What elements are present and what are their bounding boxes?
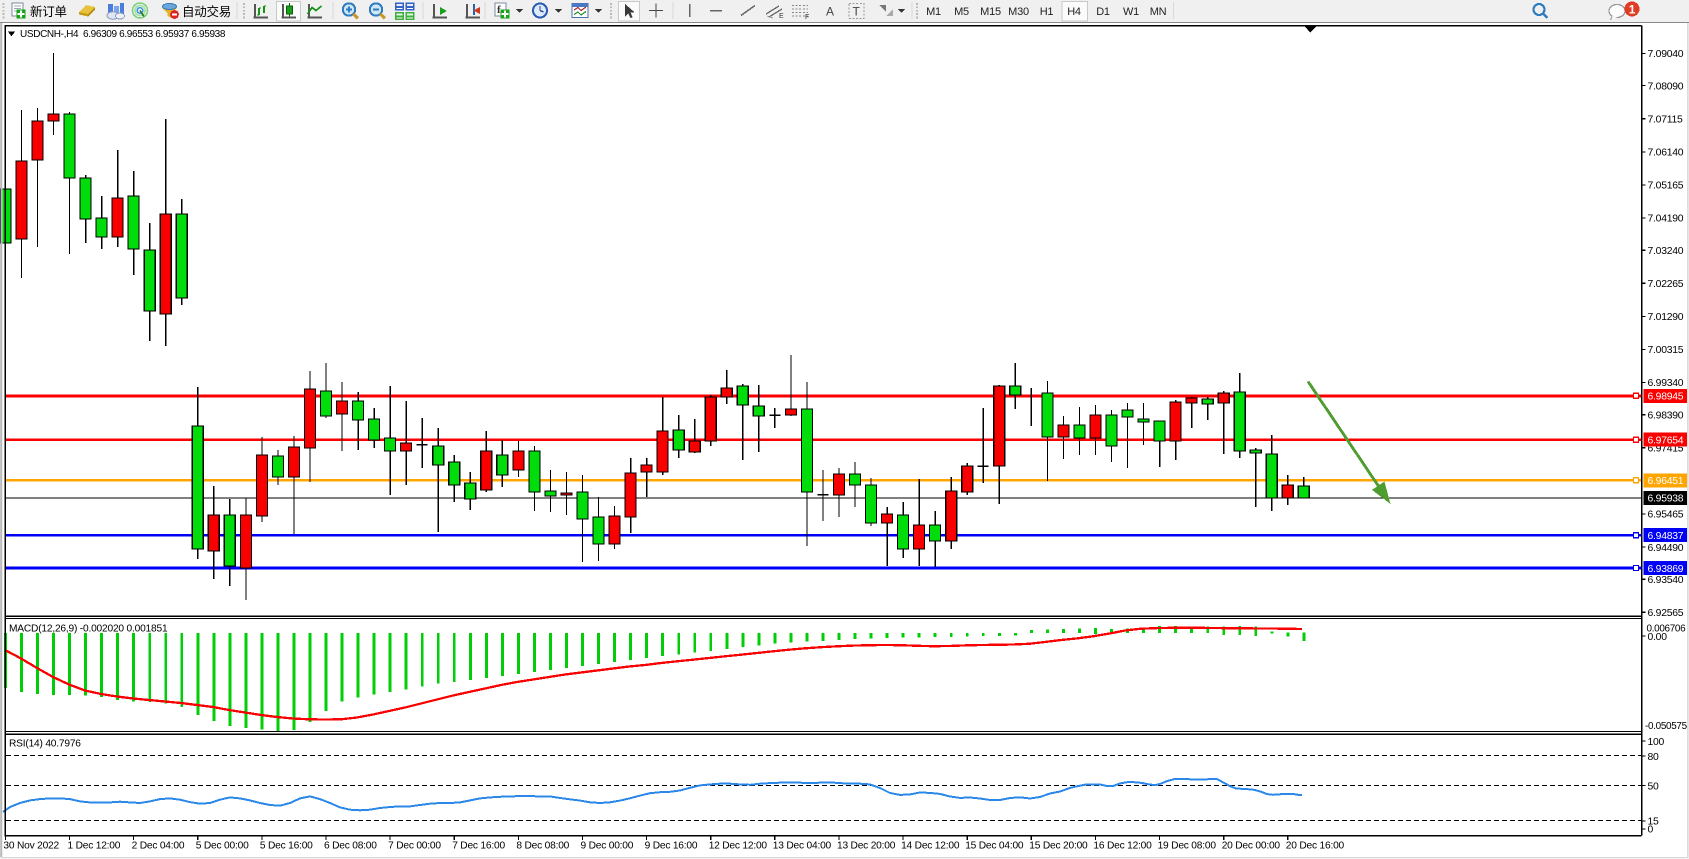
svg-text:80: 80 (1648, 752, 1660, 763)
svg-text:7.09040: 7.09040 (1648, 49, 1684, 60)
svg-text:9 Dec 16:00: 9 Dec 16:00 (645, 840, 698, 851)
svg-text:15 Dec 20:00: 15 Dec 20:00 (1029, 840, 1088, 851)
svg-text:7.07115: 7.07115 (1648, 115, 1684, 126)
svg-text:6.96451: 6.96451 (1648, 476, 1684, 487)
svg-text:H1: H1 (1040, 6, 1054, 18)
svg-text:13 Dec 04:00: 13 Dec 04:00 (773, 840, 832, 851)
svg-text:7.05165: 7.05165 (1648, 181, 1684, 192)
svg-text:15: 15 (1648, 817, 1660, 828)
svg-text:6.98390: 6.98390 (1648, 411, 1684, 422)
svg-text:6.99340: 6.99340 (1648, 378, 1684, 389)
svg-text:6.94490: 6.94490 (1648, 543, 1684, 554)
svg-text:D1: D1 (1096, 6, 1110, 18)
svg-text:7.01290: 7.01290 (1648, 312, 1684, 323)
svg-text:2 Dec 04:00: 2 Dec 04:00 (132, 840, 185, 851)
svg-text:6.95465: 6.95465 (1648, 510, 1684, 521)
svg-text:13 Dec 20:00: 13 Dec 20:00 (837, 840, 896, 851)
svg-text:7.00315: 7.00315 (1648, 345, 1684, 356)
svg-text:16 Dec 12:00: 16 Dec 12:00 (1093, 840, 1152, 851)
svg-text:H4: H4 (1067, 6, 1081, 18)
svg-text:M1: M1 (926, 6, 941, 18)
svg-text:RSI(14) 40.7976: RSI(14) 40.7976 (9, 738, 81, 749)
svg-text:30 Nov 2022: 30 Nov 2022 (3, 840, 59, 851)
svg-text:M5: M5 (954, 6, 969, 18)
svg-text:新订单: 新订单 (30, 4, 67, 19)
svg-text:7.08090: 7.08090 (1648, 81, 1684, 92)
svg-text:6.97415: 6.97415 (1648, 444, 1684, 455)
svg-text:7.02265: 7.02265 (1648, 279, 1684, 290)
svg-text:14 Dec 12:00: 14 Dec 12:00 (901, 840, 960, 851)
svg-text:A: A (826, 5, 834, 19)
svg-text:6 Dec 08:00: 6 Dec 08:00 (324, 840, 377, 851)
svg-text:12 Dec 12:00: 12 Dec 12:00 (709, 840, 768, 851)
svg-text:100: 100 (1648, 737, 1665, 748)
svg-text:5 Dec 00:00: 5 Dec 00:00 (196, 840, 249, 851)
svg-text:6.92565: 6.92565 (1648, 608, 1684, 619)
svg-text:19 Dec 08:00: 19 Dec 08:00 (1158, 840, 1217, 851)
svg-text:50: 50 (1648, 781, 1660, 792)
svg-text:7 Dec 16:00: 7 Dec 16:00 (452, 840, 505, 851)
svg-text:9 Dec 00:00: 9 Dec 00:00 (581, 840, 634, 851)
svg-text:7.06140: 7.06140 (1648, 148, 1684, 159)
svg-text:-0.050575: -0.050575 (1645, 721, 1688, 732)
svg-text:6.93869: 6.93869 (1648, 564, 1684, 575)
svg-text:MACD(12,26,9) -0.002020 0.0018: MACD(12,26,9) -0.002020 0.001851 (9, 623, 168, 634)
svg-text:E: E (779, 13, 784, 20)
svg-text:MN: MN (1150, 6, 1167, 18)
svg-text:0.00: 0.00 (1648, 632, 1668, 643)
svg-text:M15: M15 (980, 6, 1001, 18)
svg-text:20 Dec 00:00: 20 Dec 00:00 (1222, 840, 1281, 851)
svg-text:6.98945: 6.98945 (1648, 392, 1684, 403)
svg-text:6.94837: 6.94837 (1648, 531, 1684, 542)
svg-text:8 Dec 08:00: 8 Dec 08:00 (516, 840, 569, 851)
svg-text:M30: M30 (1008, 6, 1029, 18)
svg-text:6.97654: 6.97654 (1648, 435, 1684, 446)
svg-text:T: T (853, 5, 861, 19)
svg-text:F: F (805, 14, 809, 21)
svg-text:7.03240: 7.03240 (1648, 246, 1684, 257)
svg-text:USDCNH-,H4 6.96309 6.96553 6.: USDCNH-,H4 6.96309 6.96553 6.95937 6.959… (20, 29, 226, 40)
svg-text:f: f (497, 4, 501, 16)
svg-text:20 Dec 16:00: 20 Dec 16:00 (1286, 840, 1345, 851)
svg-text:7.04190: 7.04190 (1648, 214, 1684, 225)
svg-text:自动交易: 自动交易 (182, 4, 231, 19)
svg-text:1: 1 (1629, 3, 1636, 17)
svg-text:1 Dec 12:00: 1 Dec 12:00 (68, 840, 121, 851)
svg-text:5 Dec 16:00: 5 Dec 16:00 (260, 840, 313, 851)
svg-text:6.95938: 6.95938 (1648, 494, 1684, 505)
svg-text:W1: W1 (1123, 6, 1139, 18)
svg-text:7 Dec 00:00: 7 Dec 00:00 (388, 840, 441, 851)
svg-text:0.006706: 0.006706 (1647, 623, 1687, 634)
svg-text:6.93540: 6.93540 (1648, 575, 1684, 586)
svg-text:15 Dec 04:00: 15 Dec 04:00 (965, 840, 1024, 851)
svg-text:0: 0 (1648, 825, 1654, 836)
